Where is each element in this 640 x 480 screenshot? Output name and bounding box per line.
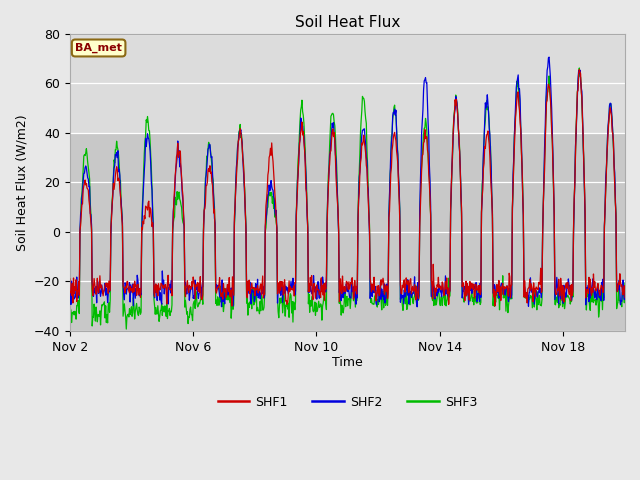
Y-axis label: Soil Heat Flux (W/m2): Soil Heat Flux (W/m2) <box>15 114 28 251</box>
Text: BA_met: BA_met <box>76 43 122 53</box>
X-axis label: Time: Time <box>332 356 363 369</box>
Bar <box>70 133 625 331</box>
Legend: SHF1, SHF2, SHF3: SHF1, SHF2, SHF3 <box>212 391 482 413</box>
Bar <box>70 34 625 133</box>
Title: Soil Heat Flux: Soil Heat Flux <box>294 15 400 30</box>
